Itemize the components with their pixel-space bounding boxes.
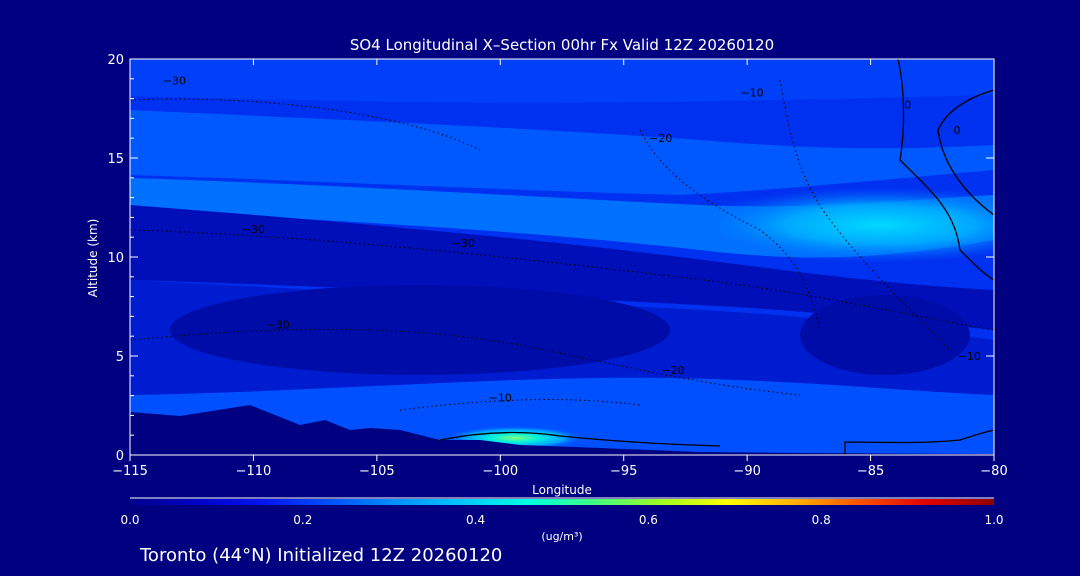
contour-dotted-3 (129, 229, 995, 331)
x-tick-label: −90 (733, 464, 760, 479)
contour-dotted-2 (639, 129, 821, 331)
contour-solid-1 (897, 58, 995, 281)
y-tick-label: 20 (107, 53, 124, 68)
contour-label: −10 (489, 392, 512, 405)
y-tick-label: 5 (116, 350, 124, 365)
y-tick-label: 0 (116, 449, 124, 464)
contour-dotted-4 (129, 328, 801, 396)
field-band-top (130, 59, 994, 103)
colorbar-tick-label: 0.0 (120, 513, 139, 527)
x-tick-label: −115 (112, 464, 148, 479)
contour-lines (129, 58, 995, 455)
upper-glow (690, 187, 994, 263)
y-tick-label: 10 (107, 251, 124, 266)
y-axis-label: Altitude (km) (86, 219, 100, 298)
y-tick-label: 15 (107, 152, 124, 167)
contour-label: −20 (661, 364, 684, 377)
contour-label: −20 (649, 132, 672, 145)
terrain (130, 405, 994, 455)
plot-area (130, 59, 994, 455)
colorbar-tick-label: 0.2 (293, 513, 312, 527)
x-tick-label: −105 (359, 464, 395, 479)
contour-label: 0 (953, 124, 960, 137)
colorbar-tick-label: 0.8 (812, 513, 831, 527)
contour-label: −10 (958, 350, 981, 363)
colorbar-ticks: 0.0 0.2 0.4 0.6 0.8 1.0 (120, 513, 1003, 527)
x-tick-label: −110 (236, 464, 272, 479)
y-axis: 0 5 10 15 20 (107, 53, 994, 464)
colorbar (130, 499, 994, 505)
chart-title: SO4 Longitudinal X–Section 00hr Fx Valid… (350, 36, 774, 54)
x-tick-label: −95 (610, 464, 637, 479)
x-axis-label: Longitude (532, 483, 592, 497)
contour-solid-4 (844, 429, 995, 455)
x-tick-label: −100 (482, 464, 518, 479)
mid-dark-pocket-east (800, 295, 970, 375)
field-band-dark (130, 205, 994, 330)
mid-dark-pocket (170, 285, 670, 375)
contour-labels: −30 −20 −10 −30 −30 −30 −20 −10 −10 0 0 (163, 75, 981, 405)
contour-label: −30 (163, 75, 186, 88)
colorbar-unit-label: (ug/m³) (541, 530, 582, 543)
contour-label: −10 (740, 87, 763, 100)
x-tick-label: −85 (857, 464, 884, 479)
caption: Toronto (44°N) Initialized 12Z 20260120 (139, 545, 502, 566)
colorbar-tick-label: 1.0 (984, 513, 1003, 527)
field-band-upper (130, 110, 994, 195)
contour-solid-3 (439, 431, 721, 447)
contour-label: −30 (452, 237, 475, 250)
contour-label: −30 (267, 318, 290, 331)
contour-label: 0 (904, 99, 911, 112)
colorbar-tick-label: 0.4 (466, 513, 485, 527)
contour-solid-2 (937, 89, 995, 216)
contour-dotted-1 (129, 98, 481, 151)
x-tick-label: −80 (980, 464, 1007, 479)
contour-label: −30 (242, 223, 265, 236)
colorbar-tick-label: 0.6 (639, 513, 658, 527)
x-axis: −115 −110 −105 −100 −95 −90 −85 −80 (112, 59, 1008, 479)
